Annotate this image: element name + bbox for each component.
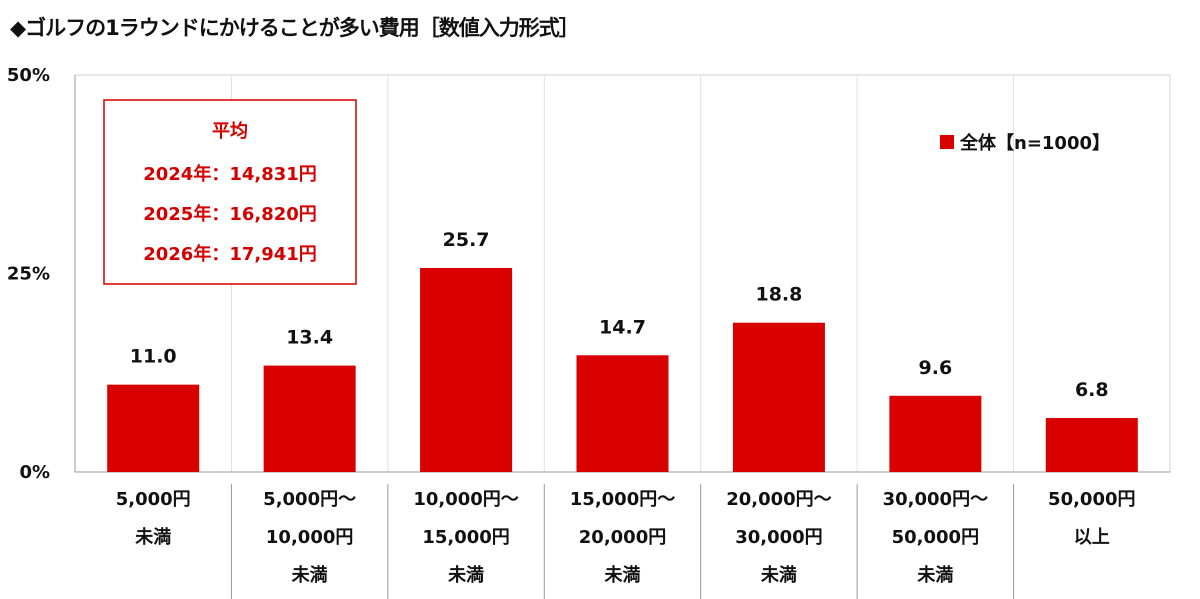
average-line: 2026年：17,941円 (143, 243, 317, 265)
bar (576, 355, 669, 472)
x-tick-label: 未満 (292, 564, 328, 586)
data-label: 9.6 (919, 357, 953, 379)
x-tick-label: 30,000円～ (883, 489, 988, 510)
data-label: 11.0 (130, 346, 177, 368)
y-tick-label: 25% (7, 264, 50, 285)
data-label: 14.7 (599, 316, 646, 338)
x-tick-label: 20,000円 (579, 527, 666, 548)
x-tick-label: 未満 (448, 564, 484, 586)
x-tick-label: 未満 (135, 526, 171, 548)
x-tick-label: 5,000円～ (263, 489, 356, 510)
x-tick-label: 50,000円 (1048, 489, 1135, 510)
x-tick-label: 30,000円 (735, 527, 822, 548)
bar (889, 395, 982, 472)
chart-title: ◆ゴルフの1ラウンドにかけることが多い費用［数値入力形式］ (10, 16, 580, 40)
legend-label: 全体【n=1000】 (959, 132, 1110, 154)
x-tick-label: 10,000円 (266, 527, 353, 548)
average-box (103, 99, 357, 285)
x-tick-label: 未満 (605, 564, 641, 586)
bar (1045, 418, 1138, 472)
x-tick-label: 15,000円 (422, 527, 509, 548)
y-tick-label: 0% (19, 462, 50, 483)
bar (263, 365, 356, 472)
x-tick-label: 5,000円 (116, 489, 191, 510)
average-line: 2025年：16,820円 (143, 203, 317, 225)
data-label: 18.8 (755, 284, 802, 306)
x-tick-label: 15,000円～ (570, 489, 675, 510)
x-tick-label: 20,000円～ (726, 489, 831, 510)
x-tick-label: 50,000円 (892, 527, 979, 548)
x-tick-label: 未満 (917, 564, 953, 586)
average-line: 2024年：14,831円 (143, 163, 317, 185)
x-tick-label: 以上 (1074, 527, 1110, 548)
average-heading: 平均 (212, 120, 248, 142)
data-label: 6.8 (1075, 379, 1109, 401)
bar (107, 384, 200, 472)
y-tick-label: 50% (7, 65, 50, 86)
data-label: 25.7 (443, 229, 490, 251)
bar (420, 267, 513, 472)
bar (732, 322, 825, 472)
x-tick-label: 10,000円～ (413, 489, 518, 510)
legend-swatch (940, 135, 954, 149)
data-label: 13.4 (286, 327, 333, 349)
x-tick-label: 未満 (761, 564, 797, 586)
